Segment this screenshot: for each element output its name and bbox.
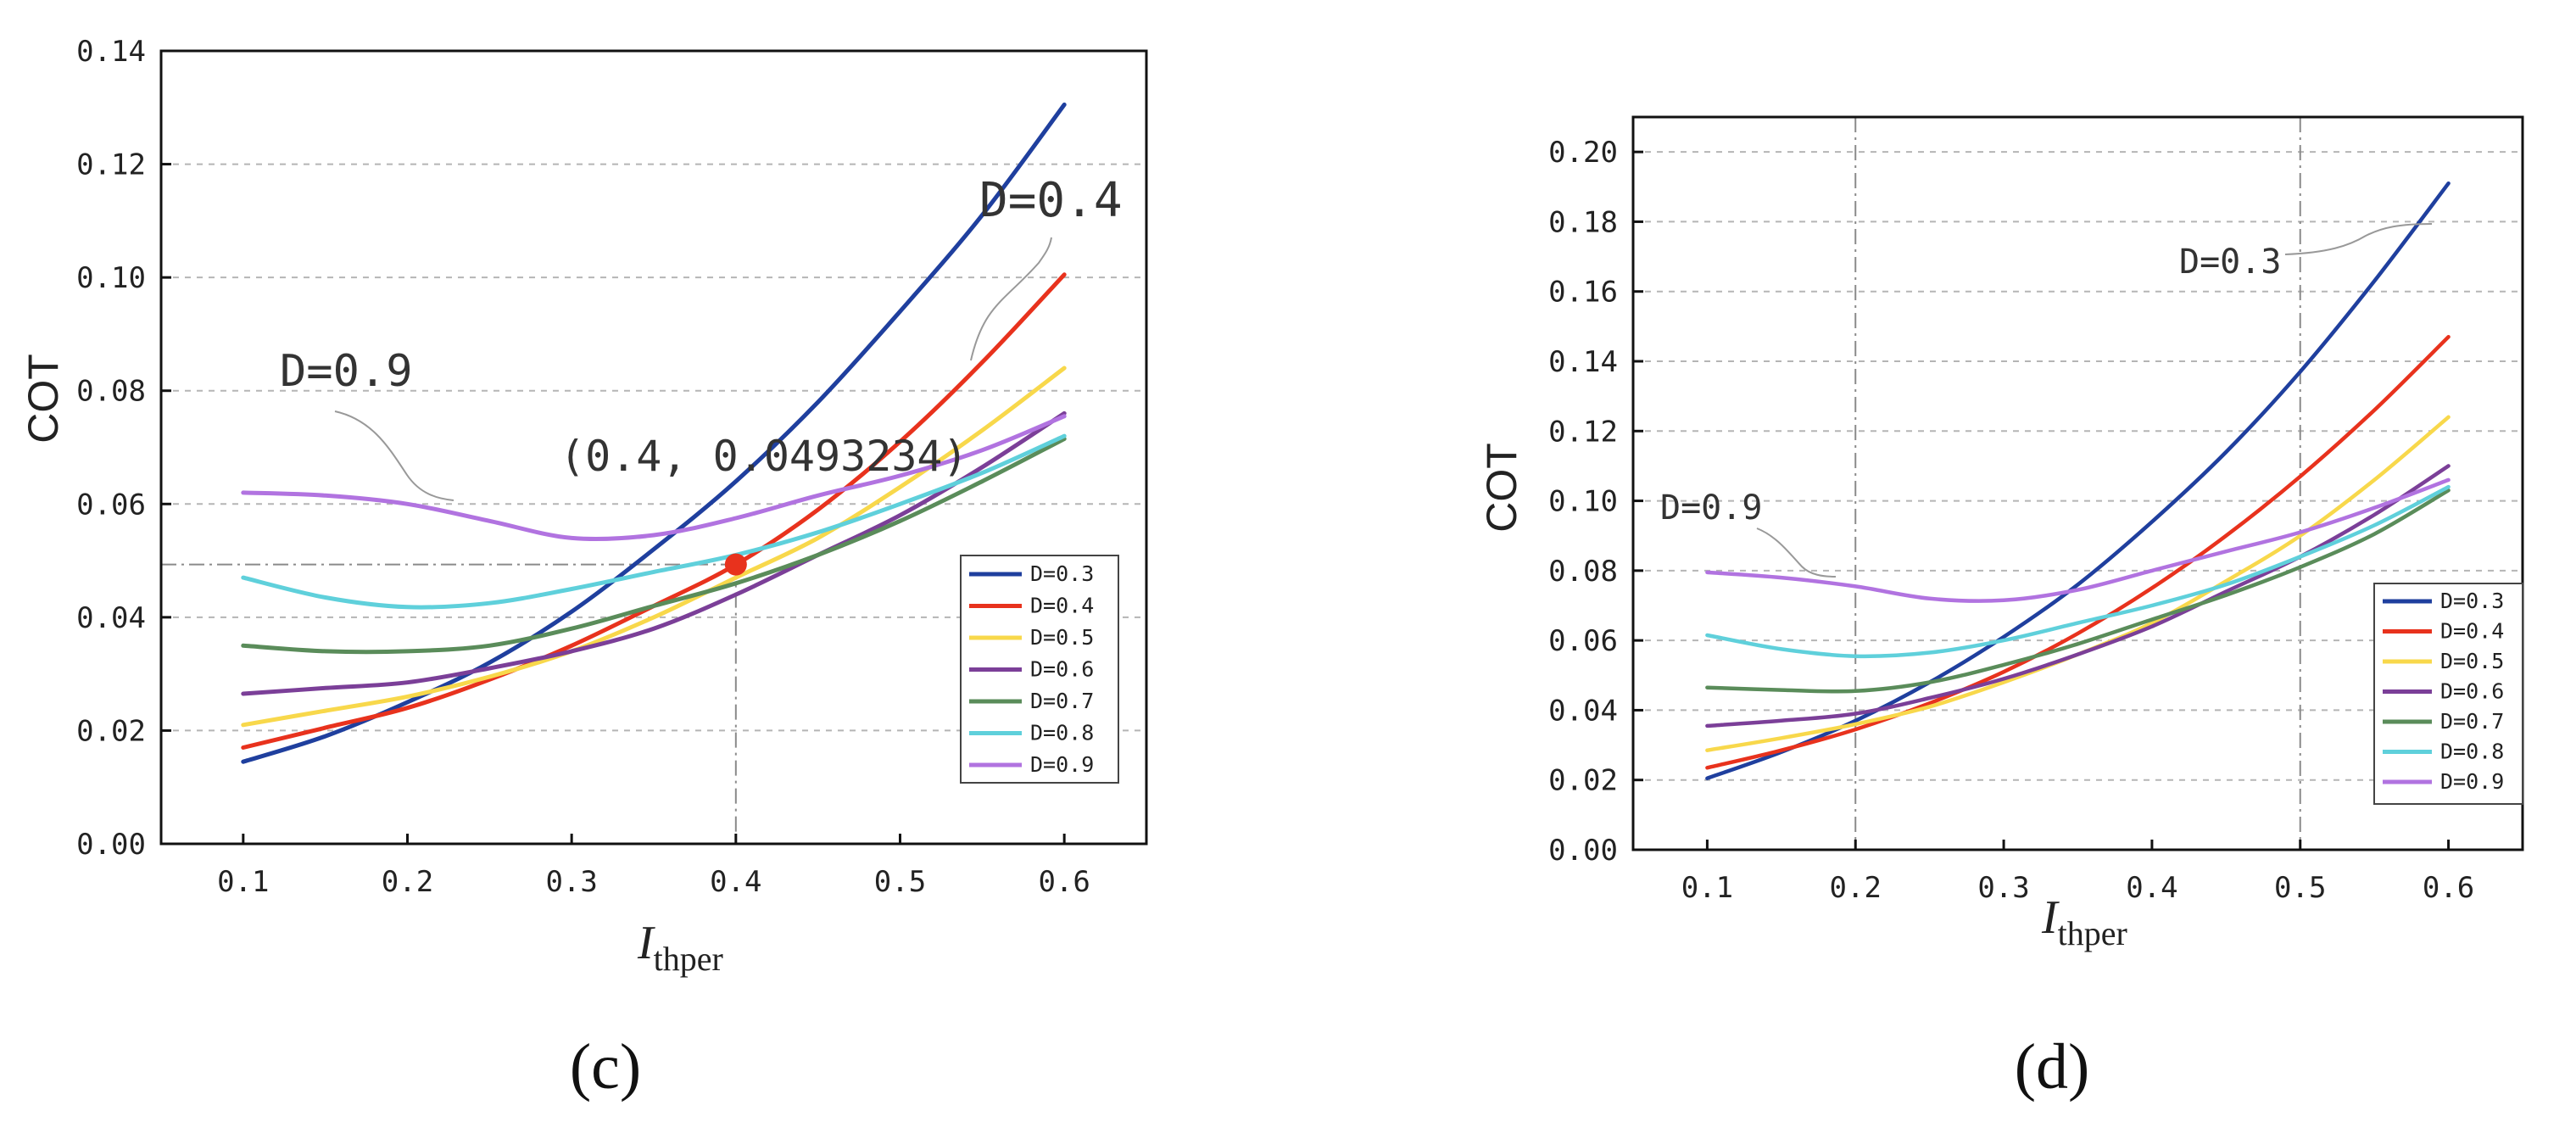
d-ytick-label-8: 0.16 (1548, 276, 1618, 310)
c-ytick-label-2: 0.04 (76, 601, 146, 635)
c-xtick-label-1: 0.2 (382, 865, 433, 899)
c-annotation-leader-d09 (334, 410, 454, 501)
d-series-line-d09 (1705, 477, 2451, 603)
d-y-axis-title: COT (1478, 443, 1525, 533)
c-marker-label: (0.4, 0.0493234) (560, 432, 968, 481)
d-plot-frame (1631, 115, 2524, 851)
c-xtick-label-2: 0.3 (545, 865, 597, 899)
d-legend-label-0: D=0.3 (2440, 589, 2504, 613)
c-plot-frame (159, 49, 1148, 846)
d-annotation-leader-d03 (2284, 223, 2433, 255)
d-legend-label-2: D=0.5 (2440, 649, 2504, 673)
panel-label-c: (c) (570, 1031, 641, 1102)
c-annotation-d04: D=0.4 (979, 173, 1123, 228)
d-ytick-label-4: 0.08 (1548, 555, 1618, 589)
c-ytick-label-6: 0.12 (76, 148, 146, 182)
c-series-lines (241, 102, 1067, 764)
c-marker-point (724, 553, 747, 576)
c-xtick-label-0: 0.1 (217, 865, 269, 899)
d-ytick-label-9: 0.18 (1548, 205, 1618, 239)
d-ytick-label-6: 0.12 (1548, 415, 1618, 449)
c-y-tick-labels: 0.00 0.02 0.04 0.06 0.08 0.10 0.12 0.14 (76, 35, 146, 862)
d-gridlines (1633, 151, 2523, 781)
d-xtick-label-5: 0.6 (2423, 871, 2474, 905)
d-xtick-label-2: 0.3 (1977, 871, 2029, 905)
d-reference-lines (1854, 117, 2301, 850)
d-xtick-label-4: 0.5 (2274, 871, 2326, 905)
c-series-line-d04 (241, 272, 1067, 750)
c-x-axis-sub: thper (654, 940, 723, 978)
c-y-axis-title: COT (20, 354, 67, 444)
chart-panel-c: 0.000.020.040.060.080.100.120.14 0.1 0.2 0… (20, 35, 1148, 978)
c-ytick-label-4: 0.08 (76, 375, 146, 409)
c-annotation-d09: D=0.9 (280, 346, 413, 397)
d-series-line-d04 (1705, 334, 2451, 770)
c-marker: (0.4, 0.0493234) (560, 432, 968, 576)
d-ytick-label-5: 0.10 (1548, 485, 1618, 519)
d-xtick-label-0: 0.1 (1681, 871, 1733, 905)
d-x-tick-labels: 0.1 0.2 0.3 0.4 0.5 0.6 (1681, 871, 2475, 905)
d-xtick-label-3: 0.4 (2126, 871, 2177, 905)
d-legend: D=0.3 D=0.4 D=0.5 D=0.6 D=0.7 D=0.8 D=0.9 (2373, 583, 2523, 805)
c-ytick-label-0: 0.00 (76, 828, 146, 862)
c-legend-label-0: D=0.3 (1030, 561, 1094, 586)
c-ytick-label-5: 0.10 (76, 261, 146, 295)
d-series-line-d03 (1705, 181, 2451, 780)
c-legend-label-6: D=0.9 (1030, 752, 1094, 777)
c-legend-label-5: D=0.8 (1030, 721, 1094, 745)
d-ytick-label-2: 0.04 (1548, 694, 1618, 728)
c-legend-label-2: D=0.5 (1030, 625, 1094, 650)
c-ytick-label-3: 0.06 (76, 488, 146, 522)
c-series-line-d03 (241, 102, 1067, 764)
c-marker-guides (161, 563, 737, 844)
d-series-line-d08 (1705, 484, 2451, 659)
d-legend-label-3: D=0.6 (2440, 679, 2504, 704)
c-legend-label-1: D=0.4 (1030, 594, 1094, 618)
d-x-axis-sub: thper (2058, 914, 2127, 952)
d-series-line-d06 (1705, 464, 2451, 728)
c-legend: D=0.3 D=0.4 D=0.5 D=0.6 D=0.7 D=0.8 D=0.9 (960, 555, 1119, 784)
d-xtick-label-1: 0.2 (1830, 871, 1882, 905)
c-ytick-label-1: 0.02 (76, 714, 146, 748)
c-x-tick-labels: 0.1 0.2 0.3 0.4 0.5 0.6 (217, 865, 1090, 899)
d-legend-label-1: D=0.4 (2440, 619, 2504, 644)
c-annotation-leader-d04 (970, 237, 1052, 361)
c-series-line-d08 (241, 433, 1067, 610)
c-series-line-d05 (241, 366, 1067, 728)
d-legend-label-4: D=0.7 (2440, 709, 2504, 734)
d-x-axis-main: I (2041, 891, 2060, 944)
c-series-line-d06 (241, 410, 1067, 696)
c-xtick-label-5: 0.6 (1038, 865, 1090, 899)
c-x-axis-main: I (637, 917, 655, 969)
d-legend-label-5: D=0.8 (2440, 740, 2504, 764)
d-x-axis-title: Ithper (2041, 891, 2127, 952)
c-xtick-label-4: 0.5 (874, 865, 926, 899)
c-x-axis-title: Ithper (637, 917, 723, 978)
d-annotation-d09: D=0.9 (1660, 488, 1762, 528)
c-ytick-label-7: 0.14 (76, 35, 146, 69)
d-ytick-label-10: 0.20 (1548, 136, 1618, 170)
d-legend-label-6: D=0.9 (2440, 769, 2504, 794)
c-legend-label-3: D=0.6 (1030, 657, 1094, 682)
panel-label-d: (d) (2015, 1031, 2090, 1102)
d-ytick-label-3: 0.06 (1548, 624, 1618, 658)
c-xtick-label-3: 0.4 (710, 865, 761, 899)
c-legend-label-4: D=0.7 (1030, 689, 1094, 713)
d-series-line-d07 (1705, 488, 2451, 694)
chart-panel-d: 0.00 0.02 0.04 0.06 0.08 0.10 0.12 0.14 0.16 0.18… (1478, 115, 2524, 952)
c-series-line-d07 (241, 437, 1067, 655)
d-y-tick-labels: 0.00 0.02 0.04 0.06 0.08 0.10 0.12 0.14 0.16 0.18… (1548, 136, 1618, 868)
c-series-line-d09 (241, 414, 1067, 542)
d-series-lines (1705, 181, 2451, 780)
d-ytick-label-7: 0.14 (1548, 345, 1618, 379)
d-ytick-label-0: 0.00 (1548, 834, 1618, 868)
d-ytick-label-1: 0.02 (1548, 764, 1618, 798)
d-annotation-leader-d09 (1756, 528, 1837, 578)
d-annotation-d03: D=0.3 (2179, 243, 2281, 282)
